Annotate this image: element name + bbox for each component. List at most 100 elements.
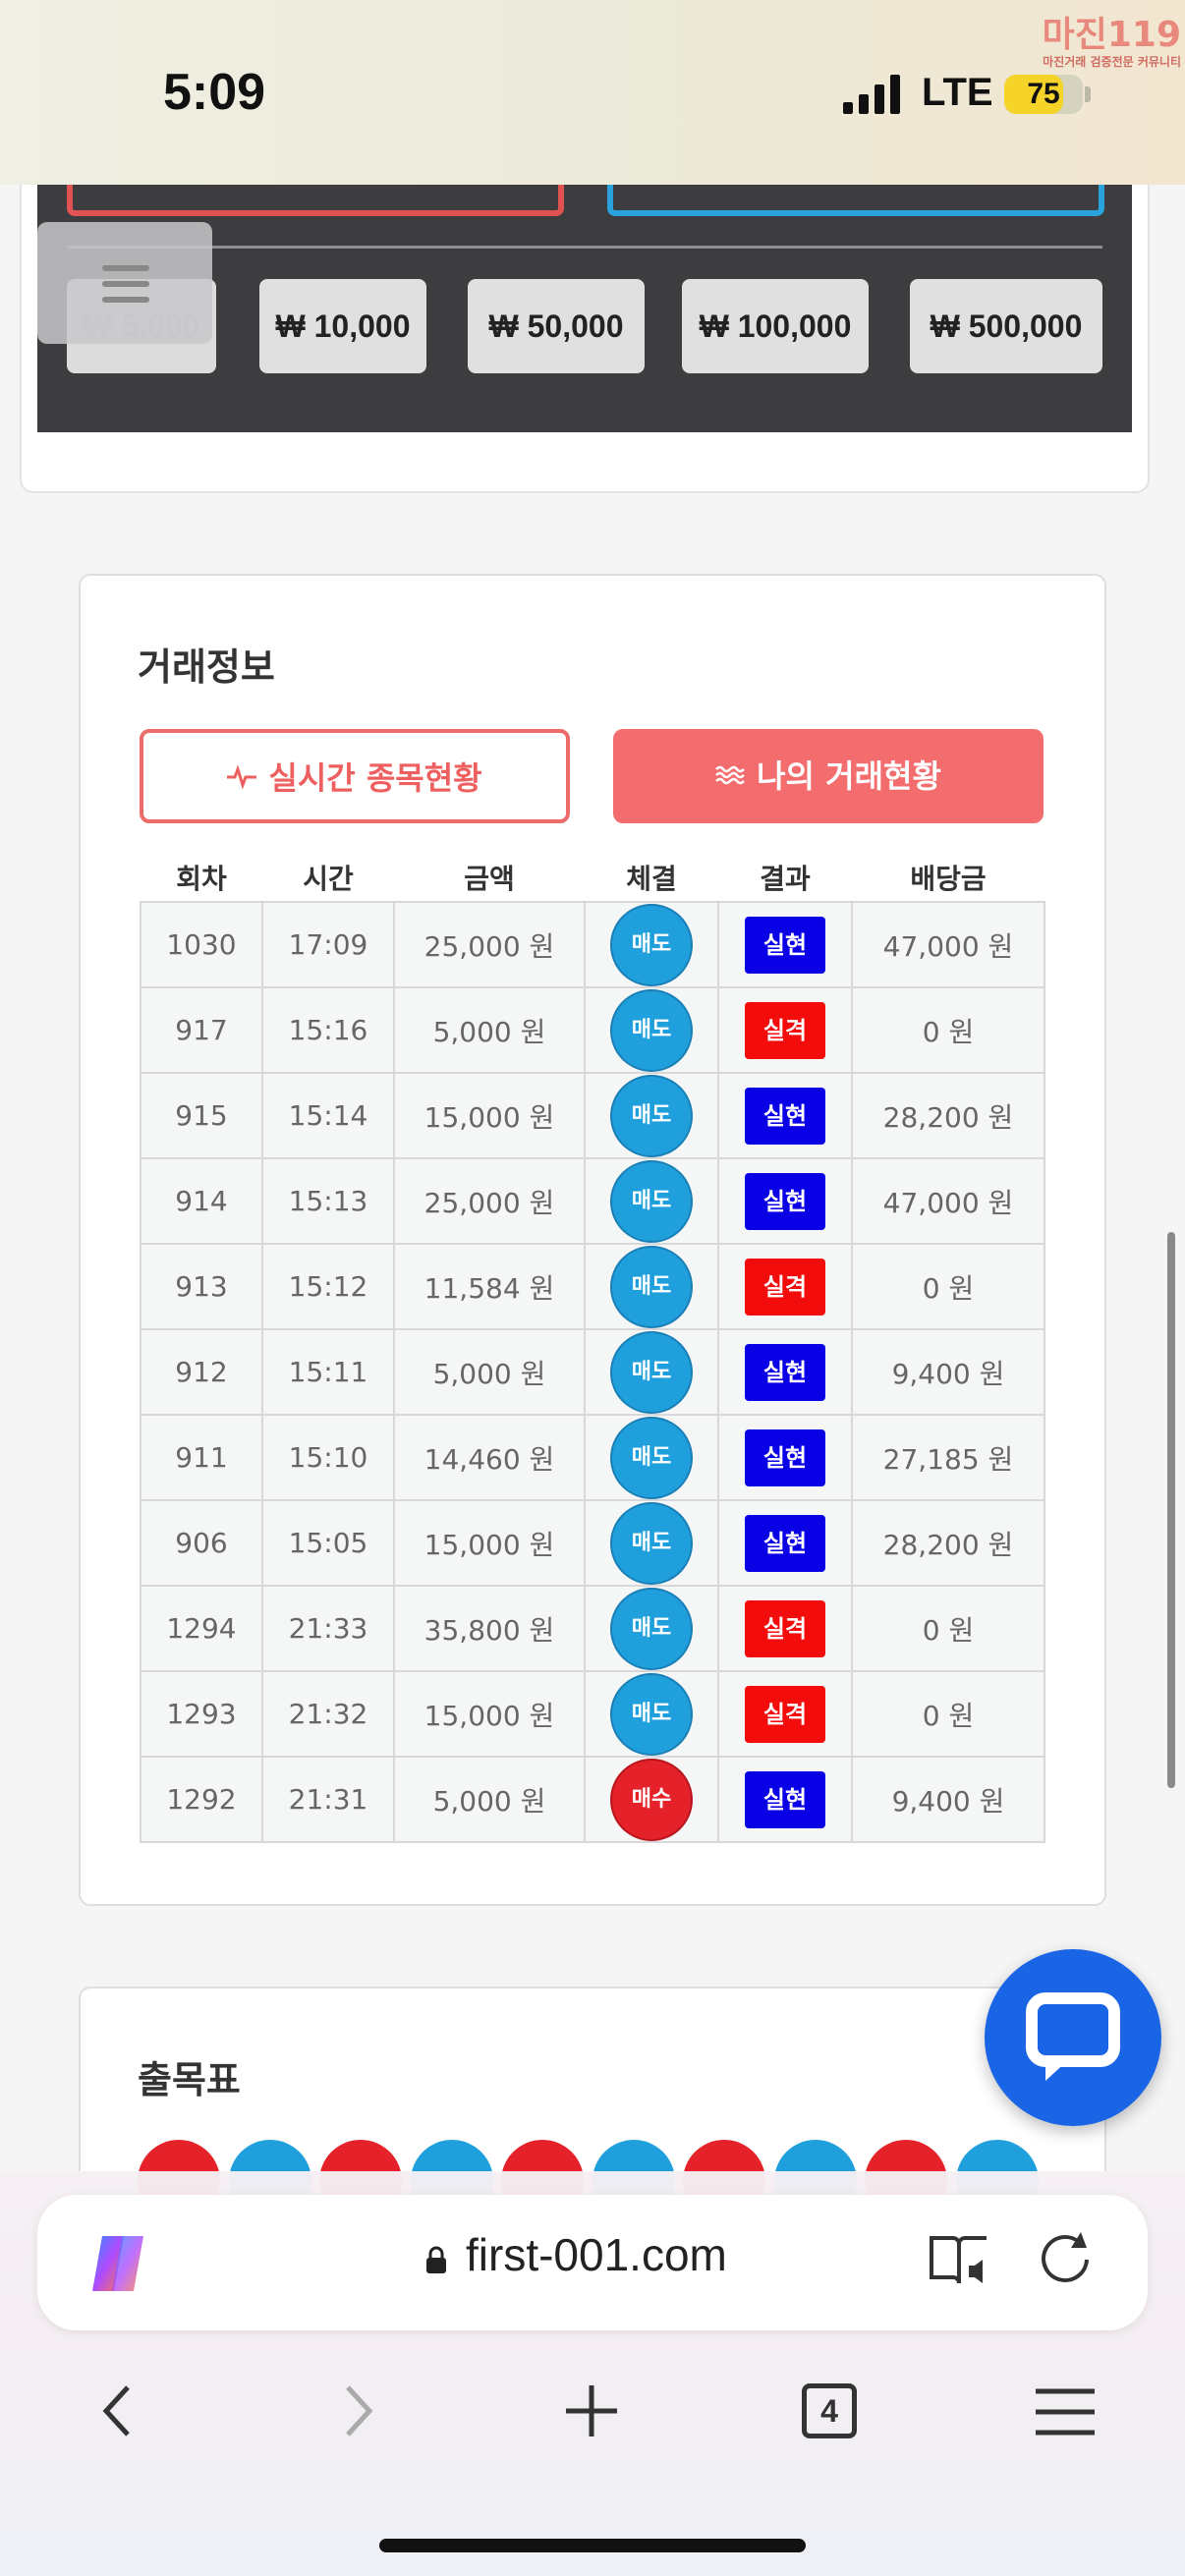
col-payout: 배당금 bbox=[910, 862, 987, 895]
cell-payout: 47,000 원 bbox=[851, 1157, 1045, 1245]
battery-level bbox=[1004, 75, 1063, 114]
forward-icon[interactable] bbox=[338, 2381, 377, 2440]
cell-side: 매도 bbox=[584, 986, 719, 1074]
menu-button[interactable] bbox=[37, 222, 212, 344]
cell-payout: 0 원 bbox=[851, 1243, 1045, 1330]
new-tab-icon[interactable] bbox=[562, 2381, 621, 2440]
cell-side: 매도 bbox=[584, 1585, 719, 1672]
scrollbar[interactable] bbox=[1167, 1232, 1175, 1788]
table-row: 906 15:05 15,000 원 매도 실현 28,200 원 bbox=[140, 1499, 1045, 1587]
table-row: 911 15:10 14,460 원 매도 실현 27,185 원 bbox=[140, 1414, 1045, 1501]
result-badge: 실격 bbox=[745, 1599, 825, 1657]
reload-icon[interactable] bbox=[1036, 2230, 1097, 2291]
table-header: 회차 시간 금액 체결 결과 배당금 bbox=[141, 853, 1044, 902]
cell-result: 실현 bbox=[717, 1072, 853, 1159]
battery-percent: 75 bbox=[1027, 78, 1060, 110]
result-badge: 실현 bbox=[745, 1428, 825, 1486]
chat-button[interactable] bbox=[985, 1949, 1161, 2126]
result-badge: 실현 bbox=[745, 1343, 825, 1401]
copilot-icon[interactable] bbox=[83, 2228, 153, 2299]
side-badge: 매도 bbox=[610, 903, 693, 986]
tabs-button[interactable]: 4 bbox=[802, 2383, 857, 2438]
signal-icon bbox=[843, 75, 900, 114]
cell-amount: 14,460 원 bbox=[393, 1414, 586, 1501]
chip-100000[interactable]: ₩ 100,000 bbox=[682, 279, 869, 373]
cell-round: 913 bbox=[140, 1243, 263, 1330]
trade-info-title: 거래정보 bbox=[138, 645, 275, 689]
result-badge: 실격 bbox=[745, 1685, 825, 1743]
table-row: 1294 21:33 35,800 원 매도 실격 0 원 bbox=[140, 1585, 1045, 1672]
watermark-subtitle: 마진거래 검증전문 커뮤니티 bbox=[1043, 55, 1181, 69]
cell-payout: 47,000 원 bbox=[851, 901, 1045, 988]
cell-amount: 25,000 원 bbox=[393, 901, 586, 988]
result-badge: 실격 bbox=[745, 1001, 825, 1059]
cell-payout: 9,400 원 bbox=[851, 1328, 1045, 1416]
side-badge: 매도 bbox=[610, 1074, 693, 1157]
hamburger-icon bbox=[102, 265, 149, 271]
buy-box[interactable] bbox=[67, 185, 564, 216]
cell-amount: 15,000 원 bbox=[393, 1499, 586, 1587]
sell-box[interactable] bbox=[607, 185, 1104, 216]
cell-payout: 0 원 bbox=[851, 1585, 1045, 1672]
watermark-title: 마진119 bbox=[1042, 15, 1181, 55]
address-bar[interactable] bbox=[37, 2195, 1148, 2330]
side-badge: 매수 bbox=[610, 1758, 693, 1841]
cell-side: 매도 bbox=[584, 1670, 719, 1758]
col-result: 결과 bbox=[760, 862, 811, 895]
cell-round: 917 bbox=[140, 986, 263, 1074]
reader-icon[interactable] bbox=[928, 2232, 992, 2289]
tab-my-trades[interactable]: 나의 거래현황 bbox=[613, 729, 1044, 823]
cell-time: 15:13 bbox=[261, 1157, 395, 1245]
pulse-icon bbox=[227, 735, 257, 825]
watermark-logo: 마진119 마진거래 검증전문 커뮤니티 bbox=[945, 6, 1181, 69]
cell-payout: 28,200 원 bbox=[851, 1072, 1045, 1159]
status-time: 5:09 bbox=[163, 64, 266, 121]
cell-payout: 0 원 bbox=[851, 1670, 1045, 1758]
chip-500000[interactable]: ₩ 500,000 bbox=[910, 279, 1102, 373]
cell-time: 15:10 bbox=[261, 1414, 395, 1501]
cell-time: 17:09 bbox=[261, 901, 395, 988]
col-time: 시간 bbox=[303, 862, 354, 895]
cell-round: 914 bbox=[140, 1157, 263, 1245]
table-row: 1292 21:31 5,000 원 매수 실현 9,400 원 bbox=[140, 1756, 1045, 1843]
cell-side: 매도 bbox=[584, 1243, 719, 1330]
tab-realtime-label: 실시간 종목현황 bbox=[268, 759, 482, 797]
cell-result: 실현 bbox=[717, 1756, 853, 1843]
cell-round: 1293 bbox=[140, 1670, 263, 1758]
url-text[interactable]: first-001.com bbox=[466, 2229, 727, 2280]
menu-icon[interactable] bbox=[1034, 2387, 1097, 2436]
table-row: 913 15:12 11,584 원 매도 실격 0 원 bbox=[140, 1243, 1045, 1330]
cell-side: 매도 bbox=[584, 1157, 719, 1245]
result-badge: 실격 bbox=[745, 1258, 825, 1316]
divider bbox=[67, 246, 1102, 249]
cell-result: 실현 bbox=[717, 1328, 853, 1416]
chip-50000[interactable]: ₩ 50,000 bbox=[468, 279, 645, 373]
cell-amount: 5,000 원 bbox=[393, 986, 586, 1074]
cell-amount: 25,000 원 bbox=[393, 1157, 586, 1245]
cell-payout: 0 원 bbox=[851, 986, 1045, 1074]
hamburger-icon-line bbox=[102, 281, 149, 287]
side-badge: 매도 bbox=[610, 1587, 693, 1670]
result-badge: 실현 bbox=[745, 916, 825, 974]
cell-result: 실현 bbox=[717, 1414, 853, 1501]
cell-time: 21:33 bbox=[261, 1585, 395, 1672]
cell-result: 실격 bbox=[717, 986, 853, 1074]
side-badge: 매도 bbox=[610, 1672, 693, 1756]
cell-time: 15:14 bbox=[261, 1072, 395, 1159]
table-row: 912 15:11 5,000 원 매도 실현 9,400 원 bbox=[140, 1328, 1045, 1416]
side-badge: 매도 bbox=[610, 988, 693, 1072]
battery-tip bbox=[1085, 86, 1091, 102]
hamburger-icon-line bbox=[102, 297, 149, 303]
chip-10000[interactable]: ₩ 10,000 bbox=[259, 279, 426, 373]
side-badge: 매도 bbox=[610, 1416, 693, 1499]
back-icon[interactable] bbox=[98, 2381, 138, 2440]
chat-icon bbox=[1026, 1992, 1120, 2081]
tab-realtime[interactable]: 실시간 종목현황 bbox=[140, 729, 570, 823]
cell-result: 실격 bbox=[717, 1243, 853, 1330]
home-indicator[interactable] bbox=[379, 2539, 806, 2552]
col-amount: 금액 bbox=[464, 862, 515, 895]
cell-amount: 35,800 원 bbox=[393, 1585, 586, 1672]
cell-time: 15:11 bbox=[261, 1328, 395, 1416]
results-title: 출목표 bbox=[138, 2058, 241, 2101]
cell-amount: 5,000 원 bbox=[393, 1328, 586, 1416]
